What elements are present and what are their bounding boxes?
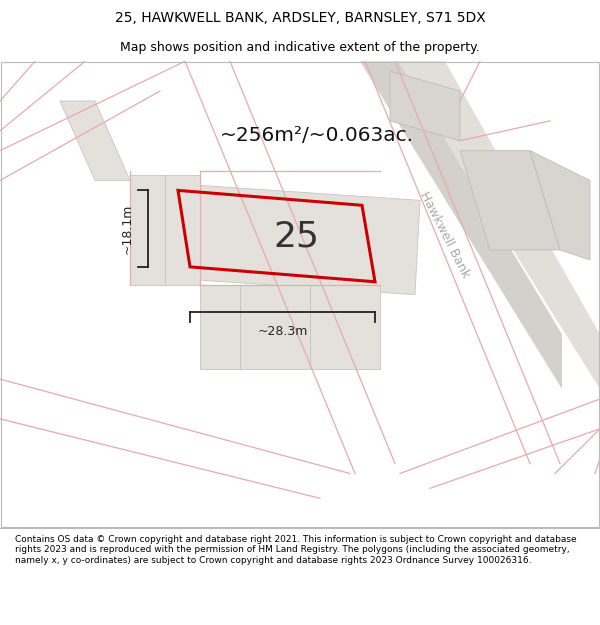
- Text: 25, HAWKWELL BANK, ARDSLEY, BARNSLEY, S71 5DX: 25, HAWKWELL BANK, ARDSLEY, BARNSLEY, S7…: [115, 11, 485, 26]
- Polygon shape: [60, 101, 130, 181]
- Polygon shape: [390, 71, 460, 141]
- Polygon shape: [240, 285, 310, 369]
- Polygon shape: [195, 186, 420, 294]
- Text: Hawkwell Bank: Hawkwell Bank: [418, 190, 472, 281]
- Polygon shape: [360, 61, 562, 389]
- Polygon shape: [130, 176, 165, 285]
- Text: ~18.1m: ~18.1m: [121, 204, 134, 254]
- Polygon shape: [165, 176, 200, 285]
- Polygon shape: [200, 285, 240, 369]
- Polygon shape: [460, 151, 560, 250]
- Polygon shape: [395, 61, 600, 389]
- Text: 25: 25: [273, 219, 319, 253]
- Text: Map shows position and indicative extent of the property.: Map shows position and indicative extent…: [120, 41, 480, 54]
- Text: ~28.3m: ~28.3m: [257, 326, 308, 339]
- Text: ~256m²/~0.063ac.: ~256m²/~0.063ac.: [220, 126, 414, 145]
- Polygon shape: [530, 151, 590, 260]
- Text: Contains OS data © Crown copyright and database right 2021. This information is : Contains OS data © Crown copyright and d…: [15, 535, 577, 565]
- Polygon shape: [310, 285, 380, 369]
